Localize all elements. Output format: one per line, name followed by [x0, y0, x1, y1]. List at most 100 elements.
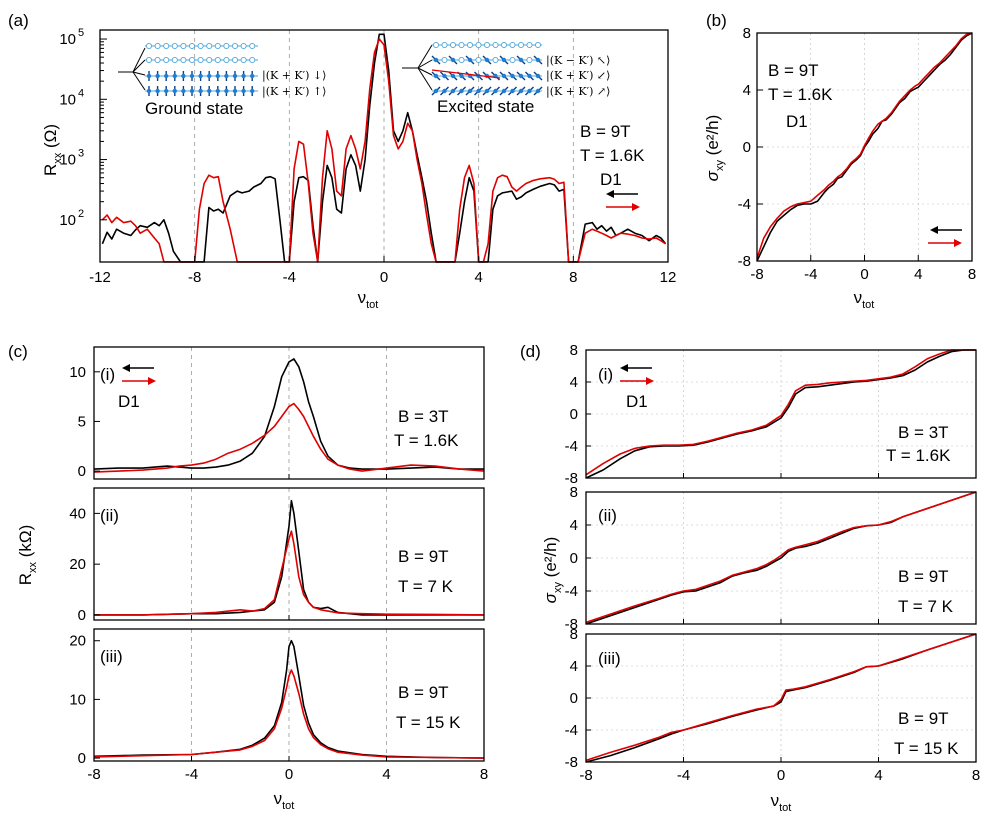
- panel-a-xtick-label: 0: [380, 269, 388, 286]
- panel-d1-tag: (i): [598, 365, 613, 384]
- panel-c-ylabel-unit: (kΩ): [16, 525, 35, 562]
- panel-c2-frame: [93, 487, 485, 621]
- ground-spin-site: [241, 88, 246, 94]
- panel-a-device: D1: [600, 170, 622, 189]
- panel-d1-frame: [585, 349, 977, 479]
- excited-spin-site: [535, 88, 541, 94]
- panel-b-ytick-label: -4: [738, 196, 751, 213]
- ground-spin-site: [215, 88, 220, 94]
- ground-lattice-site: [163, 42, 170, 50]
- legend-b-arrowhead-right: [954, 239, 962, 247]
- panel-d2-field: B = 9T: [898, 567, 949, 586]
- panel-c3-xtick-label: 4: [382, 766, 390, 783]
- panel-b-xtick-label: 8: [968, 266, 976, 283]
- legend-c-arrowhead-left: [122, 364, 130, 372]
- excited-lattice-site: [475, 41, 482, 49]
- ground-lattice-site: [214, 42, 221, 50]
- ground-spin-site: [198, 73, 203, 79]
- panel-a-field: B = 9T: [580, 122, 631, 141]
- panel-b-ylabel-unit: (e²/h): [703, 115, 722, 160]
- panel-d3-ytick-label: 8: [570, 626, 578, 643]
- excited-spin-site: [450, 88, 456, 94]
- ground-lattice-site: [163, 56, 170, 64]
- panel-c-plot-area: 0 5 10 0 20 40 0 10 20 -8 -4 0 4 8: [69, 347, 488, 783]
- panel-a-ytick-exponent: 4: [78, 87, 84, 99]
- ground-lattice-site: [188, 56, 196, 64]
- excited-branch-4: [417, 67, 433, 91]
- ground-lattice-site: [197, 42, 204, 50]
- panel-c1-frame: [93, 346, 485, 480]
- panel-c1-series-black: [93, 358, 484, 470]
- excited-ket-1: |(K − K′) ↖⟩: [546, 54, 610, 68]
- excited-ket-3: |(K + K′) ↗⟩: [546, 85, 610, 99]
- ground-lattice-site: [231, 56, 239, 64]
- panel-a-label: (a): [8, 11, 29, 30]
- panel-d1-device: D1: [626, 392, 648, 411]
- panel-a-temperature: T = 1.6K: [580, 146, 645, 165]
- excited-spin-site: [527, 88, 532, 94]
- ground-lattice-site: [240, 56, 247, 64]
- panel-c2-ytick-label: 20: [69, 556, 86, 573]
- panel-c1-field: B = 3T: [398, 407, 449, 426]
- panel-c-xlabel: νtot: [274, 789, 295, 812]
- ground-lattice-site: [223, 42, 230, 50]
- panel-d2-tag: (ii): [598, 506, 617, 525]
- ground-spin-site: [146, 73, 152, 79]
- panel-d1-ytick-label: -4: [565, 438, 578, 455]
- legend-b-arrowhead-left: [930, 226, 938, 234]
- excited-lattice-site: [526, 56, 533, 64]
- panel-c-xlabel-sub: tot: [282, 800, 294, 812]
- excited-lattice-site: [466, 41, 474, 49]
- panel-b-device: D1: [786, 112, 808, 131]
- panel-a-xtick-label: 12: [660, 269, 677, 286]
- panel-a-ytick-label: 10: [59, 31, 76, 48]
- panel-a-xtick-label: -4: [283, 269, 296, 286]
- panel-c3-xtick-label: -4: [185, 766, 198, 783]
- ground-spin-site: [164, 88, 169, 94]
- excited-spin-site: [501, 88, 507, 94]
- panel-c-ylabel: Rxx (kΩ): [16, 525, 39, 586]
- ground-spin-lattice: [145, 42, 258, 96]
- excited-spin-site: [467, 57, 473, 63]
- excited-spin-site: [467, 88, 473, 94]
- excited-lattice-site: [441, 56, 448, 64]
- excited-spin-site: [433, 57, 439, 63]
- excited-spin-site: [535, 57, 541, 63]
- panel-b-field: B = 9T: [768, 61, 819, 80]
- panel-b-plot-area: -8 -4 0 4 8 -8 -4 0 4 8: [738, 25, 977, 283]
- panel-d3-xtick-label: 8: [972, 767, 980, 784]
- panel-c2-temperature: T = 7 K: [398, 577, 454, 596]
- panel-c3-xtick-label: 0: [285, 766, 293, 783]
- panel-d2-temperature: T = 7 K: [898, 597, 954, 616]
- panel-d2-ytick-label: 4: [570, 517, 578, 534]
- panel-b-ylabel-sigma: σ: [703, 170, 722, 181]
- excited-spin-site: [450, 73, 456, 79]
- ground-spin-site: [207, 73, 212, 79]
- panel-c-ylabel-sub: xx: [27, 561, 39, 573]
- panel-b-xtick-label: 4: [914, 266, 922, 283]
- panel-c3-ytick-label: 0: [78, 750, 86, 767]
- panel-a-ytick-label: 10: [59, 91, 76, 108]
- excited-lattice-site: [475, 56, 482, 64]
- panel-b-ytick-label: -8: [738, 253, 751, 270]
- panel-a-series-red: [101, 38, 667, 263]
- excited-spin-site: [433, 88, 439, 94]
- panel-c1-series-red: [93, 402, 485, 473]
- ground-spin-site: [250, 73, 255, 79]
- legend-d-arrowhead-left: [620, 364, 628, 372]
- excited-spin-site: [459, 73, 464, 79]
- excited-spin-site: [510, 88, 515, 94]
- ground-spin-site: [224, 73, 229, 79]
- panel-b-ytick-label: 0: [743, 139, 751, 156]
- panel-d-ylabel-unit: (e²/h): [541, 537, 560, 582]
- panel-a-ytick-exponent: 3: [78, 148, 84, 160]
- panel-d-xlabel-sub: tot: [779, 802, 791, 814]
- panel-d2-ytick-label: 8: [570, 484, 578, 501]
- excited-spin-site: [518, 88, 524, 94]
- panel-d2-ytick-label: -4: [565, 583, 578, 600]
- panel-d3-tag: (iii): [598, 649, 621, 668]
- ground-spin-site: [250, 88, 255, 94]
- ground-spin-site: [155, 88, 160, 94]
